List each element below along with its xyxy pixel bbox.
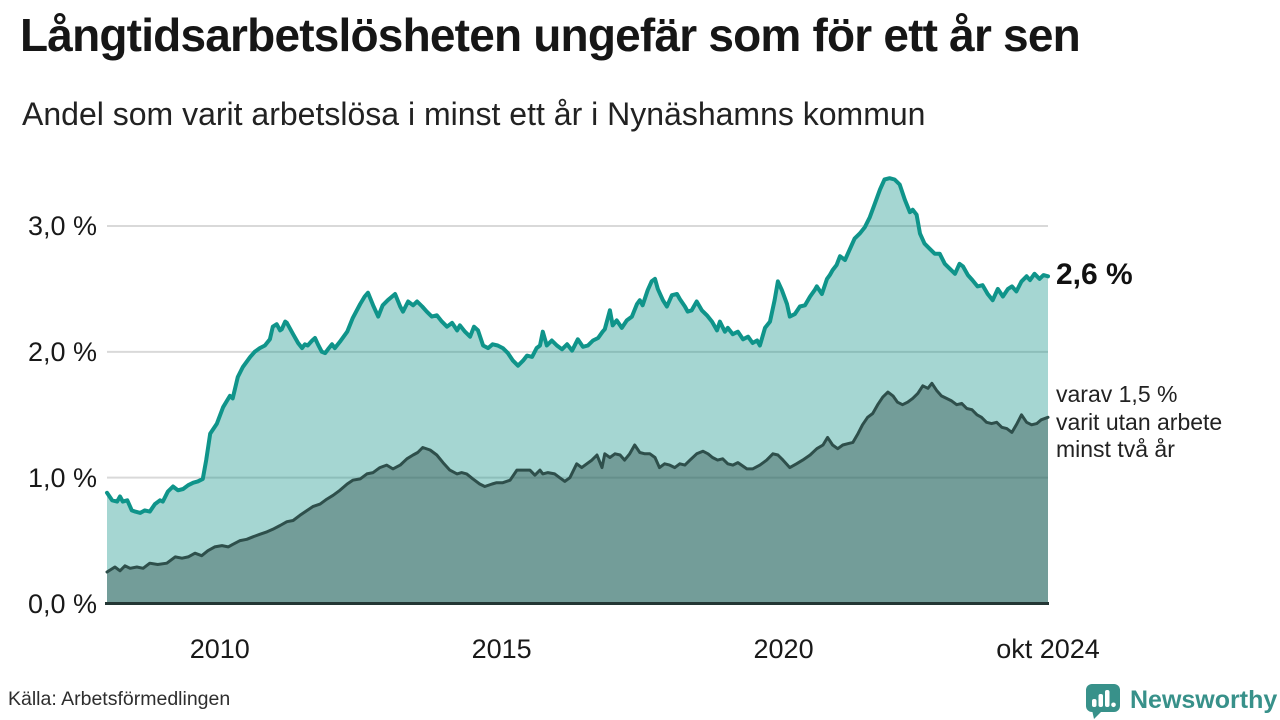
subset-label-line: varit utan arbete [1056,408,1223,435]
x-tick-label: 2020 [753,634,814,664]
y-tick-label: 0,0 % [27,588,97,619]
subset-label-line: minst två år [1056,436,1175,462]
page-title: Långtidsarbetslösheten ungefär som för e… [20,9,1081,61]
page-subtitle: Andel som varit arbetslösa i minst ett å… [22,96,926,132]
total-line [105,176,1050,515]
subset-label-line: varav 1,5 % [1056,381,1178,407]
x-tick-label: 2010 [189,634,250,664]
newsworthy-icon [1086,684,1120,719]
newsworthy-wordmark: Newsworthy [1130,686,1278,714]
subset-line [105,381,1050,574]
y-tick-label: 1,0 % [27,462,97,493]
newsworthy-logo: Newsworthy [1085,683,1277,720]
y-tick-label: 2,0 % [27,336,97,367]
end-value-label-total: 2,6 % [1056,258,1133,291]
subset-area-fill [107,383,1048,604]
total-area-fill [107,178,1048,604]
end-value-label-subset: varav 1,5 % varit utan arbete minst två … [1056,381,1222,464]
source-credit: Källa: Arbetsförmedlingen [8,688,231,710]
x-tick-label: okt 2024 [996,634,1100,664]
x-tick-label: 2015 [471,634,532,664]
y-tick-label: 3,0 % [27,211,97,241]
